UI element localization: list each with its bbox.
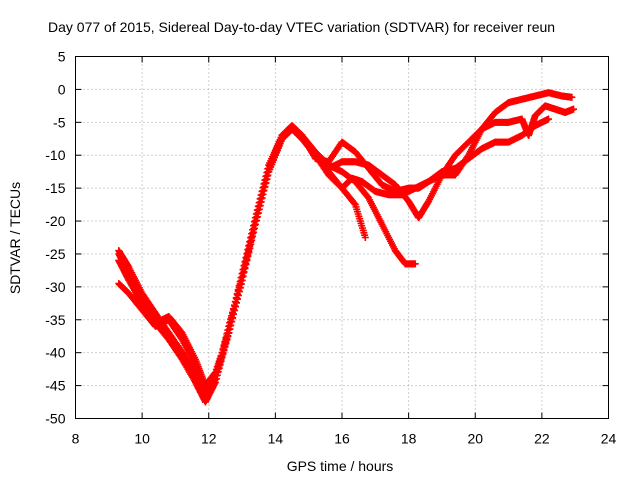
data-point (570, 105, 578, 113)
y-tick-label: -25 (45, 246, 65, 262)
data-point (238, 276, 246, 284)
y-tick-label: -20 (45, 213, 65, 229)
y-tick-label: -10 (45, 147, 65, 163)
chart-title: Day 077 of 2015, Sidereal Day-to-day VTE… (48, 19, 555, 35)
data-point (249, 232, 257, 240)
data-points (115, 89, 578, 406)
data-point (228, 318, 236, 326)
data-point (256, 202, 264, 210)
data-point (254, 209, 262, 217)
data-point (243, 256, 251, 264)
data-point (260, 186, 268, 194)
y-tick-label: 0 (58, 81, 66, 97)
data-point (568, 93, 576, 101)
data-point (247, 240, 255, 248)
x-tick-label: 8 (72, 431, 80, 447)
x-tick-label: 22 (534, 431, 550, 447)
y-tick-label: -35 (45, 312, 65, 328)
x-tick-label: 18 (401, 431, 417, 447)
data-point (251, 220, 259, 228)
data-point (230, 306, 238, 314)
data-point (361, 234, 369, 241)
data-point (255, 205, 263, 213)
y-tick-label: -5 (53, 114, 66, 130)
data-point (237, 280, 245, 288)
x-tick-label: 16 (334, 431, 350, 447)
data-point (253, 213, 261, 221)
y-tick-label: -45 (45, 378, 65, 394)
axis-ticks: 8 10 12 14 16 18 20 22 24 5 0 -5 -10 -15 -20 -25 -30 -35 -… (45, 49, 616, 447)
data-point (246, 244, 254, 252)
data-point (248, 236, 256, 244)
x-tick-label: 20 (467, 431, 483, 447)
data-point (263, 175, 271, 183)
data-point (545, 115, 553, 123)
y-axis-label: SDTVAR / TECUs (7, 182, 23, 294)
data-point (242, 260, 250, 268)
series-3 (115, 89, 576, 399)
grid-lines (75, 56, 609, 419)
data-point (411, 260, 419, 268)
y-tick-label: -50 (45, 411, 65, 427)
data-point (350, 199, 358, 207)
data-point (229, 310, 237, 318)
data-point (249, 228, 257, 236)
x-tick-label: 24 (601, 431, 617, 447)
data-point (239, 272, 247, 280)
data-point (226, 325, 234, 333)
y-tick-label: -15 (45, 180, 65, 196)
data-point (233, 295, 241, 303)
x-tick-label: 12 (201, 431, 217, 447)
y-tick-label: 5 (58, 49, 66, 65)
data-point (244, 252, 252, 260)
data-point (250, 224, 258, 232)
data-point (264, 171, 272, 179)
data-point (231, 303, 239, 311)
data-point (234, 291, 242, 299)
x-tick-label: 14 (268, 431, 284, 447)
data-point (257, 198, 265, 206)
data-point (261, 183, 269, 191)
data-point (258, 194, 266, 202)
data-point (229, 314, 237, 322)
data-point (232, 299, 240, 307)
data-point (262, 179, 270, 187)
x-tick-label: 10 (134, 431, 150, 447)
data-point (241, 264, 249, 272)
series-5 (115, 102, 578, 390)
data-point (240, 268, 248, 276)
y-tick-label: -30 (45, 279, 65, 295)
data-point (245, 248, 253, 256)
data-point (235, 288, 243, 296)
data-point (259, 190, 267, 198)
data-point (252, 217, 260, 225)
data-point (225, 329, 233, 337)
x-axis-label: GPS time / hours (287, 458, 394, 474)
y-tick-label: -40 (45, 345, 65, 361)
data-point (227, 321, 235, 329)
data-point (236, 284, 244, 292)
